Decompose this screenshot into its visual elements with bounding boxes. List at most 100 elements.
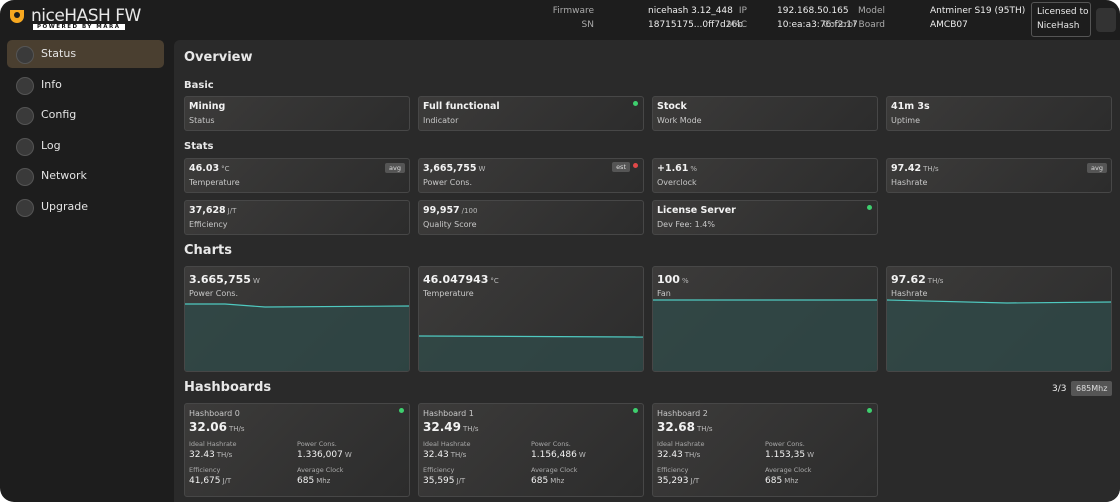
value: 1.153,35 W xyxy=(765,450,814,460)
status-dot xyxy=(867,408,872,413)
select[interactable]: avg xyxy=(385,163,405,173)
unit: W xyxy=(252,277,260,285)
unit: TH/s xyxy=(216,451,233,459)
label: Power Cons. xyxy=(423,178,472,187)
value: 35,293 J/T xyxy=(657,476,700,486)
value: 685 Mhz xyxy=(297,476,331,486)
logo-icon xyxy=(10,10,24,23)
stat-label: Efficiency xyxy=(189,466,221,474)
nav-icon xyxy=(16,137,34,156)
label: Overclock xyxy=(657,178,697,187)
stat-label: Average Clock xyxy=(531,466,578,474)
nav-item[interactable]: Log xyxy=(7,132,164,160)
license-text: Licensed to xyxy=(1037,7,1089,17)
label: Hashrate xyxy=(891,289,928,298)
stat-card: 3,665,755 W Power Cons. est xyxy=(418,158,644,193)
nav-item[interactable]: Config xyxy=(7,101,164,129)
label: Status xyxy=(189,116,215,125)
label: Quality Score xyxy=(423,220,477,229)
info-value: 18715175...0ff7d26b xyxy=(648,20,743,30)
unit: TH/s xyxy=(462,425,479,433)
unit: W xyxy=(344,451,352,459)
nav-icon xyxy=(16,76,34,95)
value: 32.43 TH/s xyxy=(657,450,701,460)
label: Hashrate xyxy=(891,178,928,187)
chart-card: 46.047943 °C Temperature xyxy=(418,266,644,372)
unit: °C xyxy=(490,277,499,285)
sparkline xyxy=(887,299,1111,371)
stat-card: +1.61% Overclock xyxy=(652,158,878,193)
freq-select[interactable]: 685Mhz xyxy=(1071,381,1113,396)
label: Fan xyxy=(657,289,671,298)
unit: TH/s xyxy=(684,451,701,459)
nav-label: Config xyxy=(41,108,77,122)
stat-label: Average Clock xyxy=(765,466,812,474)
unit: J/T xyxy=(690,477,700,485)
unit: W xyxy=(578,451,586,459)
value: 32.06 TH/s xyxy=(189,420,245,434)
chart-card: 97.62 TH/s Hashrate xyxy=(886,266,1112,372)
label: Dev Fee: 1.4% xyxy=(657,220,715,229)
nav-item[interactable]: Network xyxy=(7,162,164,190)
unit: % xyxy=(690,165,698,173)
board-name: Hashboard 0 xyxy=(189,409,240,418)
unit: J/T xyxy=(227,207,237,215)
nav-icon xyxy=(16,168,34,187)
logo: niceHASH FW xyxy=(31,6,141,26)
value: 37,628 J/T xyxy=(189,205,237,216)
unit: W xyxy=(478,165,486,173)
value: 685 Mhz xyxy=(531,476,565,486)
value: 32.68 TH/s xyxy=(657,420,713,434)
stat-label: Efficiency xyxy=(657,466,689,474)
nav-item[interactable]: Info xyxy=(7,71,164,99)
stat-label: Ideal Hashrate xyxy=(189,440,237,448)
page-title: Overview xyxy=(184,50,253,65)
value: 35,595 J/T xyxy=(423,476,466,486)
unit: Mhz xyxy=(316,477,331,485)
value: Stock xyxy=(657,101,687,112)
status-dot xyxy=(633,101,638,106)
info-value: 10:ea:a3:76:f2:17 xyxy=(777,20,858,30)
nav-label: Info xyxy=(41,77,62,91)
board-count: 3/3 xyxy=(1052,384,1067,394)
license-text: NiceHash xyxy=(1037,21,1080,31)
value: +1.61% xyxy=(657,163,698,174)
nav-icon xyxy=(16,46,34,64)
value: Mining xyxy=(189,101,226,112)
unit: J/T xyxy=(222,477,232,485)
value: 3,665,755 W xyxy=(423,163,486,174)
stat-label: Power Cons. xyxy=(297,440,337,448)
value: 32.43 TH/s xyxy=(423,450,467,460)
unit: TH/s xyxy=(927,277,944,285)
unit: /100 xyxy=(461,207,478,215)
value: 1.336,007 W xyxy=(297,450,352,460)
info-value: nicehash 3.12_448 xyxy=(648,6,733,16)
stat-card: 46.03 °C Temperature avg xyxy=(184,158,410,193)
unit: J/T xyxy=(456,477,466,485)
label: Efficiency xyxy=(189,220,228,229)
info-label: IP xyxy=(738,6,747,16)
label: Uptime xyxy=(891,116,921,125)
hashboard-card: Hashboard 0 32.06 TH/s Ideal Hashrate 32.43 T… xyxy=(184,403,410,497)
sparkline xyxy=(419,335,643,371)
nav-label: Log xyxy=(41,138,61,152)
nav-label: Network xyxy=(41,169,87,183)
menu-button[interactable] xyxy=(1096,8,1116,32)
value: 1.156,486 W xyxy=(531,450,586,460)
info-label: Model xyxy=(857,6,885,16)
basic-card: Stock Work Mode xyxy=(652,96,878,131)
unit: Mhz xyxy=(784,477,799,485)
value: Full functional xyxy=(423,101,500,112)
nav-item[interactable]: Upgrade xyxy=(7,193,164,221)
info-value: AMCB07 xyxy=(930,20,968,30)
select[interactable]: avg xyxy=(1087,163,1107,173)
stat-card: 99,957/100 Quality Score xyxy=(418,200,644,235)
stat-label: Ideal Hashrate xyxy=(423,440,471,448)
status-dot xyxy=(867,205,872,210)
stat-label: Power Cons. xyxy=(765,440,805,448)
section-title: Hashboards xyxy=(184,380,272,395)
nav-item[interactable]: Status xyxy=(7,40,164,68)
value: 3.665,755 W xyxy=(189,273,260,286)
nav-label: Upgrade xyxy=(41,200,89,213)
